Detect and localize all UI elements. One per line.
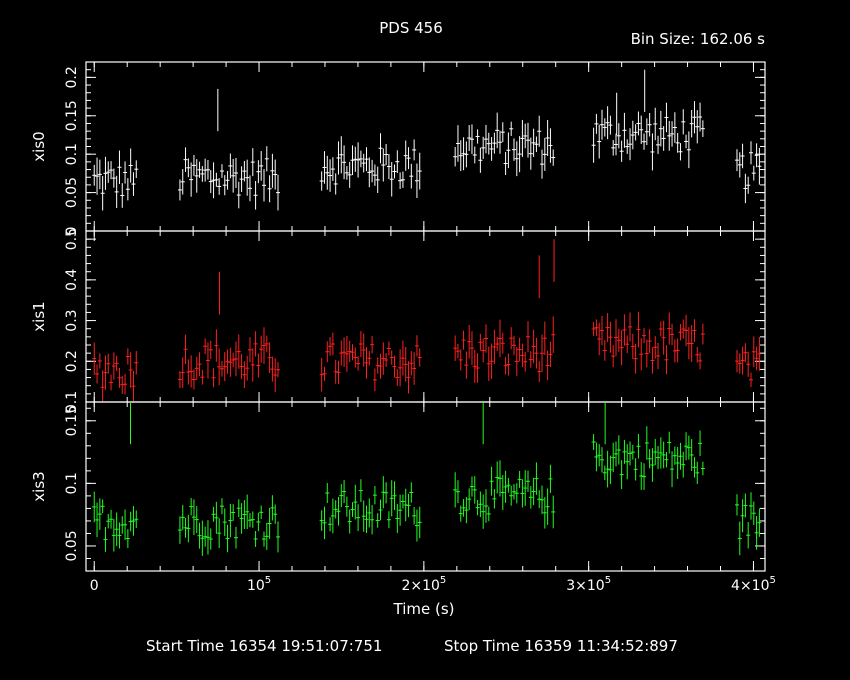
x-tick-label: 2×105 [401, 575, 446, 594]
panel-xis0: 0 0.05 0.1 0.15 0.2 xis0 [30, 61, 766, 236]
x-tick-label: 105 [247, 575, 271, 594]
panels: 00.050.10.150.2xis00.10.20.30.40.5xis10.… [30, 61, 776, 594]
y-tick-label: 0.1 [64, 472, 80, 494]
series-xis0 [92, 69, 762, 211]
y-tick-label: 0.15 [64, 405, 80, 436]
y-axis-label-xis1: xis1 [30, 301, 48, 331]
stop-time: Stop Time 16359 11:34:52:897 [444, 637, 678, 655]
y-tick-label: 0.2 [64, 66, 80, 88]
bin-size-label: Bin Size: 162.06 s [631, 30, 766, 48]
y-tick-label: 0.3 [64, 309, 80, 331]
x-tick-label: 0 [90, 578, 99, 594]
y-tick-label: 0.4 [64, 269, 80, 291]
y-axis-label-xis3: xis3 [30, 471, 48, 501]
start-time: Start Time 16354 19:51:07:751 [146, 637, 382, 655]
y-tick-label: 0.2 [64, 350, 80, 372]
x-tick-label: 3×105 [566, 575, 611, 594]
y-tick-label: 0.1 [64, 143, 80, 165]
panel-frame [85, 401, 766, 572]
x-axis-label: Time (s) [393, 600, 455, 618]
y-tick-label: 0.1 [64, 391, 80, 413]
y-tick-label: 0.05 [64, 177, 80, 208]
x-tick-label: 4×105 [731, 575, 776, 594]
series-xis1 [92, 239, 762, 402]
chart-title: PDS 456 [379, 19, 443, 37]
y-axis-label-xis0: xis0 [30, 131, 48, 161]
y-tick-label: 0.5 [64, 228, 80, 250]
panel-xis3: 0.05 0.1 0.15 xis3 [30, 401, 766, 572]
series-xis3 [92, 402, 762, 556]
y-tick-label: 0.05 [64, 530, 80, 561]
y-tick-label: 0 [64, 227, 80, 236]
panel-xis1: 0.1 0.2 0.3 0.4 0.5 xis1 [30, 228, 766, 413]
y-tick-label: 0.15 [64, 100, 80, 131]
